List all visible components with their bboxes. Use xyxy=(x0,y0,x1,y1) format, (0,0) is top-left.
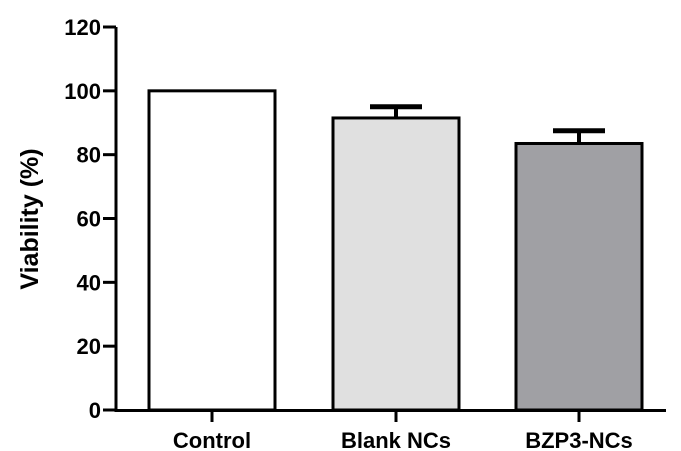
bar-blank-ncs xyxy=(331,116,461,412)
x-tick-label: Control xyxy=(173,428,251,451)
x-ticks: Control Blank NCs BZP3-NCs xyxy=(173,410,633,451)
x-tick-label: Blank NCs xyxy=(341,428,451,451)
y-tick-label: 120 xyxy=(64,15,101,40)
x-tick-label: BZP3-NCs xyxy=(525,428,633,451)
y-axis-title: Viability (%) xyxy=(16,148,44,289)
bars xyxy=(147,89,644,412)
y-tick-label: 20 xyxy=(77,334,101,359)
x-axis: Control Blank NCs BZP3-NCs xyxy=(114,409,666,451)
y-ticks: 0 20 40 60 80 100 120 xyxy=(64,15,116,423)
y-tick-label: 80 xyxy=(77,143,101,168)
y-tick-label: 40 xyxy=(77,270,101,295)
y-axis: 0 20 40 60 80 100 120 xyxy=(64,15,118,423)
y-tick-label: 0 xyxy=(89,398,101,423)
bar-bzp3-ncs xyxy=(514,141,644,412)
y-tick-label: 100 xyxy=(64,79,101,104)
y-tick-label: 60 xyxy=(77,207,101,232)
bar-control xyxy=(147,89,277,412)
